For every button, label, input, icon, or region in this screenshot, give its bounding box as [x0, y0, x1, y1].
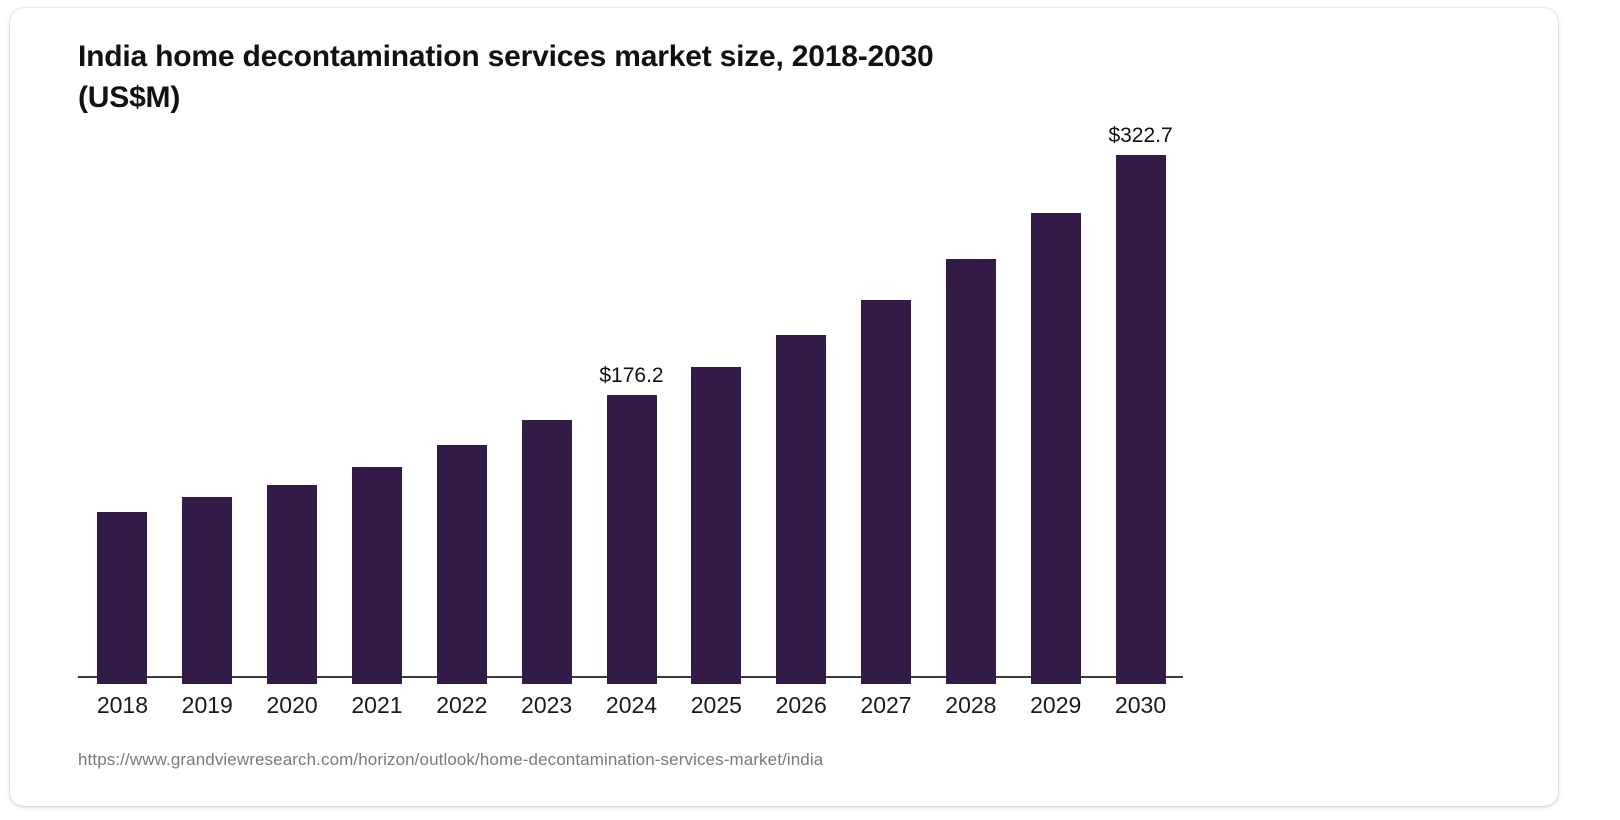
chart-card: India home decontamination services mark…: [10, 8, 1558, 806]
bar-2019[interactable]: [182, 497, 233, 684]
x-tick-2021: 2021: [351, 692, 403, 718]
bar-2018[interactable]: [97, 511, 148, 684]
x-tick-2026: 2026: [775, 692, 827, 718]
plot-area: $176.2 $322.7 2018 2019 2020 2021 2022 2023 202…: [10, 8, 1558, 806]
x-tick-2022: 2022: [436, 692, 488, 718]
bar-2027[interactable]: [861, 299, 912, 684]
bar-2024[interactable]: [606, 395, 657, 684]
x-tick-2018: 2018: [96, 692, 148, 718]
x-tick-2029: 2029: [1030, 692, 1082, 718]
bar-2020[interactable]: [267, 485, 318, 684]
x-tick-2020: 2020: [266, 692, 318, 718]
x-tick-2019: 2019: [181, 692, 233, 718]
x-tick-2024: 2024: [605, 692, 658, 718]
x-tick-2027: 2027: [860, 692, 912, 718]
bar-2023[interactable]: [521, 420, 572, 684]
bar-2026[interactable]: [776, 334, 827, 684]
x-tick-2025: 2025: [690, 692, 742, 718]
bar-2021[interactable]: [351, 466, 402, 684]
data-label-2030: $322.7: [1108, 124, 1173, 147]
bar-2022[interactable]: [436, 445, 487, 684]
x-tick-2023: 2023: [521, 692, 573, 718]
bar-2025[interactable]: [691, 367, 742, 684]
data-label-2024: $176.2: [599, 364, 664, 388]
bar-2030[interactable]: [1115, 155, 1166, 684]
bar-2028[interactable]: [945, 258, 996, 684]
source-url[interactable]: https://www.grandviewresearch.com/horizo…: [78, 750, 824, 769]
page-title: India home decontamination services mark…: [78, 40, 934, 115]
x-tick-2028: 2028: [945, 692, 997, 718]
x-tick-2030: 2030: [1114, 692, 1167, 718]
bar-2029[interactable]: [1030, 212, 1081, 684]
